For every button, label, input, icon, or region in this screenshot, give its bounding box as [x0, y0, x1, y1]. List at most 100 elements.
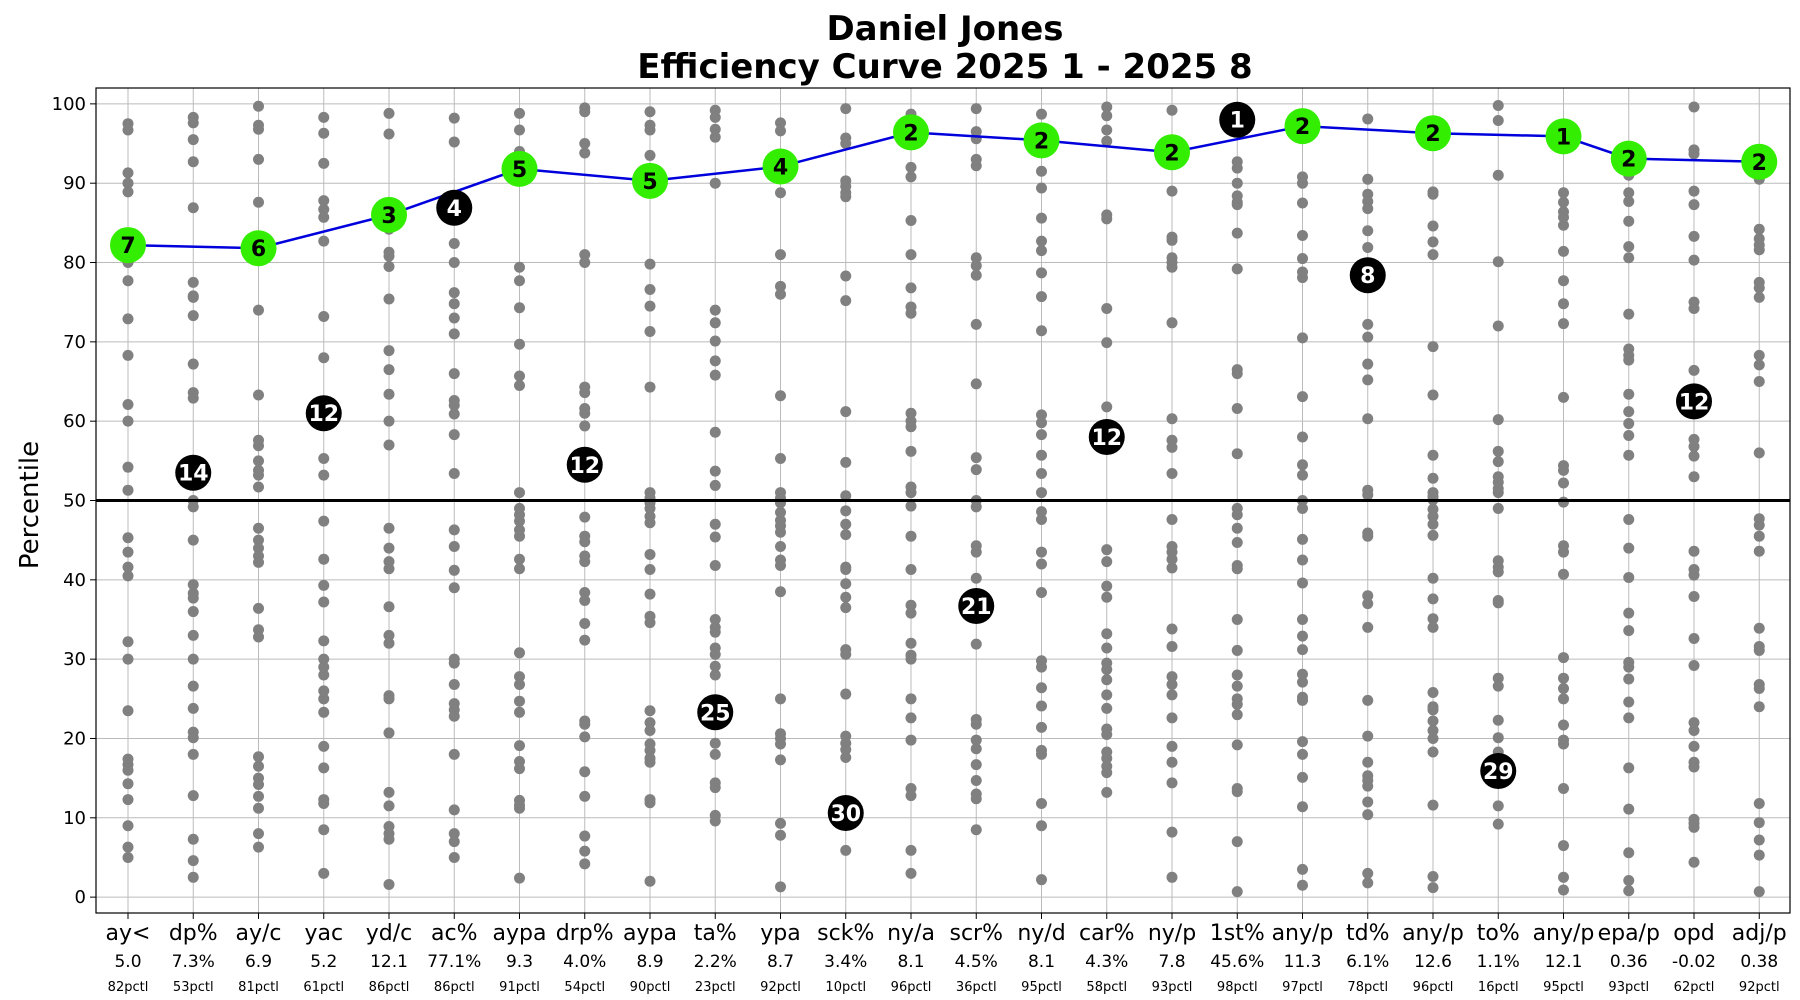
data-point [1166, 679, 1178, 691]
rank-marker [1741, 143, 1778, 180]
data-point [253, 760, 264, 772]
rank-marker [958, 588, 995, 625]
data-point [1623, 308, 1635, 320]
data-point [187, 310, 199, 322]
data-point [187, 790, 199, 802]
data-point [122, 561, 134, 573]
data-point [905, 530, 917, 542]
data-point [448, 408, 460, 420]
data-point [1036, 108, 1047, 120]
data-point [187, 501, 199, 513]
data-point [905, 599, 917, 611]
data-point [644, 124, 656, 136]
data-point [514, 563, 525, 575]
data-point [1297, 736, 1308, 748]
data-point [122, 532, 134, 544]
data-point [1036, 874, 1047, 886]
data-point [1623, 514, 1635, 526]
data-point [448, 368, 460, 380]
data-point [1166, 185, 1178, 197]
data-point [318, 685, 330, 697]
data-point [1688, 148, 1700, 160]
data-point [514, 275, 525, 287]
data-point [122, 415, 134, 427]
data-point [514, 530, 525, 542]
data-point [709, 560, 721, 572]
x-tick-label: adj/p [1732, 921, 1787, 946]
data-point [579, 147, 591, 159]
data-point [579, 617, 591, 629]
data-point [905, 844, 917, 856]
metric-value-label: 0.36 [1610, 952, 1648, 972]
metric-value-label: 12.1 [370, 952, 408, 972]
data-point [1688, 101, 1700, 113]
data-point [253, 123, 264, 135]
data-point [709, 815, 721, 827]
metric-value-label: 2.2% [694, 952, 737, 972]
x-tick-label: drp% [556, 921, 614, 946]
data-point [1558, 683, 1569, 695]
data-point [840, 505, 852, 517]
data-point [1753, 359, 1765, 371]
data-point [122, 399, 134, 411]
data-point [1036, 661, 1047, 673]
data-point [122, 820, 134, 832]
metric-percentile-label: 16pctl [1478, 980, 1519, 995]
metric-percentile-label: 98pctl [1217, 980, 1258, 995]
data-point [383, 693, 395, 705]
data-point [383, 542, 395, 554]
data-point [1558, 219, 1569, 231]
data-point [775, 560, 786, 572]
data-point [1753, 834, 1765, 846]
data-point [1623, 252, 1635, 264]
data-point [1427, 613, 1439, 625]
data-point [187, 202, 199, 214]
data-point [187, 606, 199, 618]
data-point [1753, 244, 1765, 256]
data-point [775, 506, 786, 518]
data-point [1101, 786, 1113, 798]
data-point [644, 548, 656, 560]
data-point [970, 759, 982, 771]
data-point [644, 564, 656, 576]
data-point [1558, 391, 1569, 403]
data-point [187, 833, 199, 845]
rank-label: 1 [1556, 125, 1571, 150]
x-tick-label: ypa [760, 921, 800, 946]
data-point [1623, 607, 1635, 619]
data-point [840, 270, 852, 282]
data-point [1036, 449, 1047, 461]
data-point [1231, 537, 1243, 549]
data-point [905, 653, 917, 665]
data-point [1166, 826, 1178, 838]
data-point [1166, 623, 1178, 635]
metric-percentile-label: 92pctl [760, 980, 801, 995]
data-point [1036, 245, 1047, 257]
x-tick-label: ay/c [235, 921, 281, 946]
rank-marker [827, 795, 864, 832]
data-point [1101, 752, 1113, 764]
data-point [1688, 740, 1700, 752]
data-point [1362, 590, 1374, 602]
data-point [383, 128, 395, 140]
data-point [383, 786, 395, 798]
chart-title-line-1: Daniel Jones [826, 9, 1063, 49]
metric-value-label: 6.1% [1346, 952, 1389, 972]
data-point [448, 312, 460, 324]
data-point [579, 790, 591, 802]
data-point [1492, 320, 1504, 332]
data-point [709, 369, 721, 381]
data-point [970, 260, 982, 272]
metric-percentile-label: 58pctl [1086, 980, 1127, 995]
data-point [905, 161, 917, 173]
data-point [1753, 223, 1765, 235]
data-point [383, 800, 395, 812]
data-point [1753, 817, 1765, 829]
data-point [1166, 317, 1178, 329]
rank-marker [632, 162, 668, 199]
data-point [1623, 215, 1635, 227]
metric-value-label: 9.3 [506, 952, 533, 972]
data-point [840, 518, 852, 530]
data-point [709, 737, 721, 749]
data-point [1231, 509, 1243, 521]
